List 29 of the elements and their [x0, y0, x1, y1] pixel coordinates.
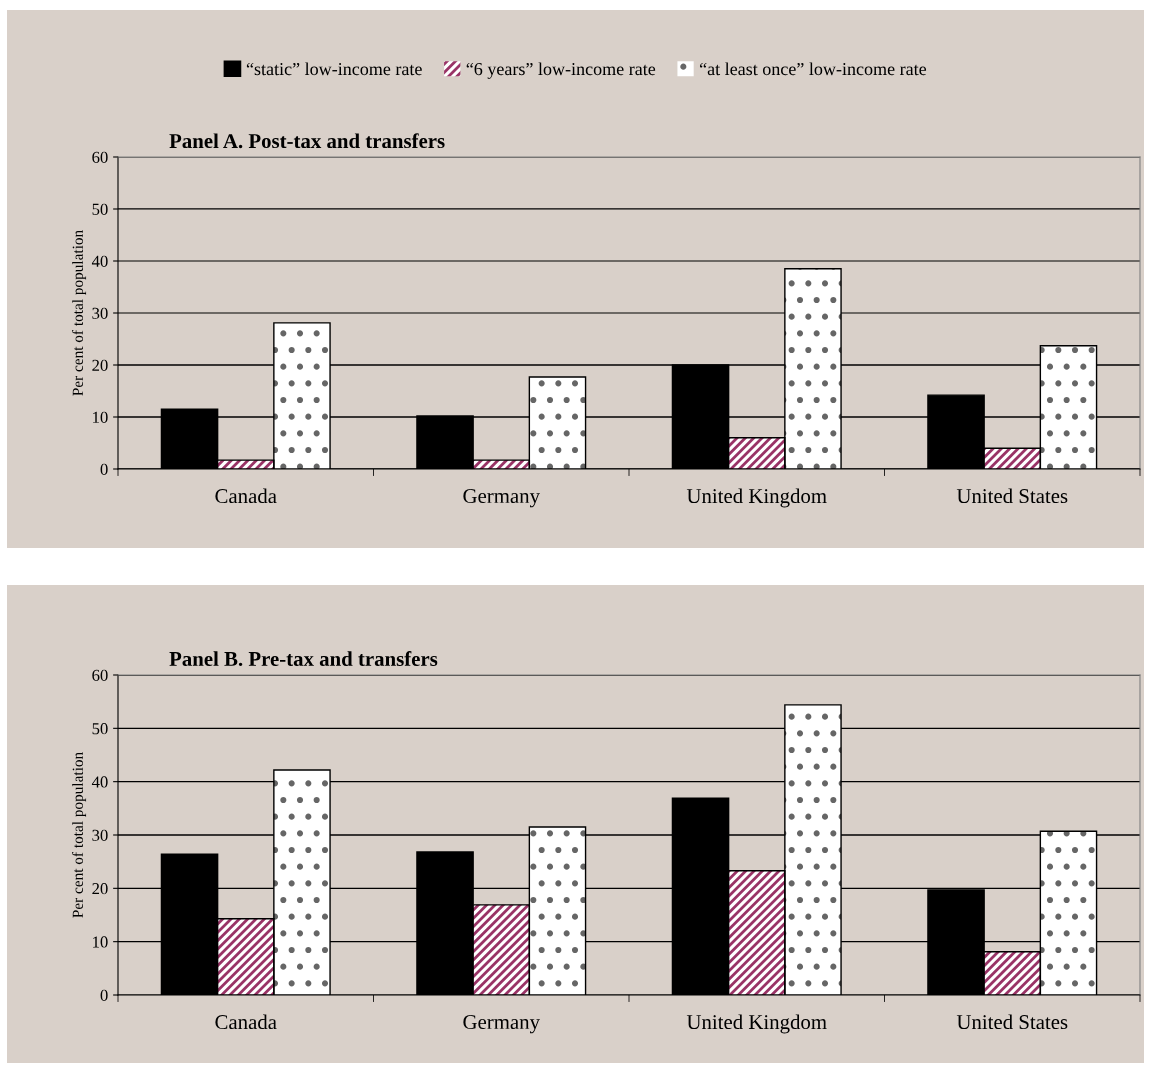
chart-title: Panel A. Post-tax and transfers — [169, 133, 445, 149]
legend-label: “at least once” low-income rate — [699, 62, 927, 76]
x-tick-label: United Kingdom — [686, 1014, 827, 1034]
y-axis-title: Per cent of total population — [72, 230, 87, 396]
x-tick-label: United States — [956, 488, 1068, 504]
legend-label: “static” low-income rate — [246, 62, 422, 76]
x-tick-label: Canada — [215, 488, 277, 504]
x-tick-label: Germany — [463, 489, 540, 508]
legend-label: “6 years” low-income rate — [466, 62, 656, 79]
x-tick-label: Germany — [463, 1015, 540, 1034]
y-tick-label: 30 — [92, 307, 108, 319]
y-tick-label: 50 — [92, 203, 108, 215]
y-tick-label: 10 — [93, 411, 108, 423]
x-tick-label: United States — [956, 1014, 1068, 1030]
chart-title: Panel B. Pre-tax and transfers — [169, 651, 438, 667]
y-axis-title: Per cent of total population — [72, 752, 87, 918]
y-tick-label: 0 — [100, 989, 108, 1001]
y-tick-label: 0 — [100, 463, 108, 475]
y-tick-label: 40 — [91, 776, 108, 788]
x-tick-label: Canada — [215, 1014, 277, 1030]
y-tick-label: 60 — [92, 151, 108, 163]
y-tick-label: 30 — [92, 829, 108, 841]
x-tick-label: United Kingdom — [686, 488, 827, 508]
y-tick-label: 40 — [91, 255, 108, 267]
y-tick-label: 10 — [93, 936, 108, 948]
y-tick-label: 60 — [92, 669, 108, 681]
y-tick-label: 50 — [92, 723, 108, 735]
y-tick-label: 20 — [92, 359, 108, 371]
y-tick-label: 20 — [92, 883, 108, 895]
